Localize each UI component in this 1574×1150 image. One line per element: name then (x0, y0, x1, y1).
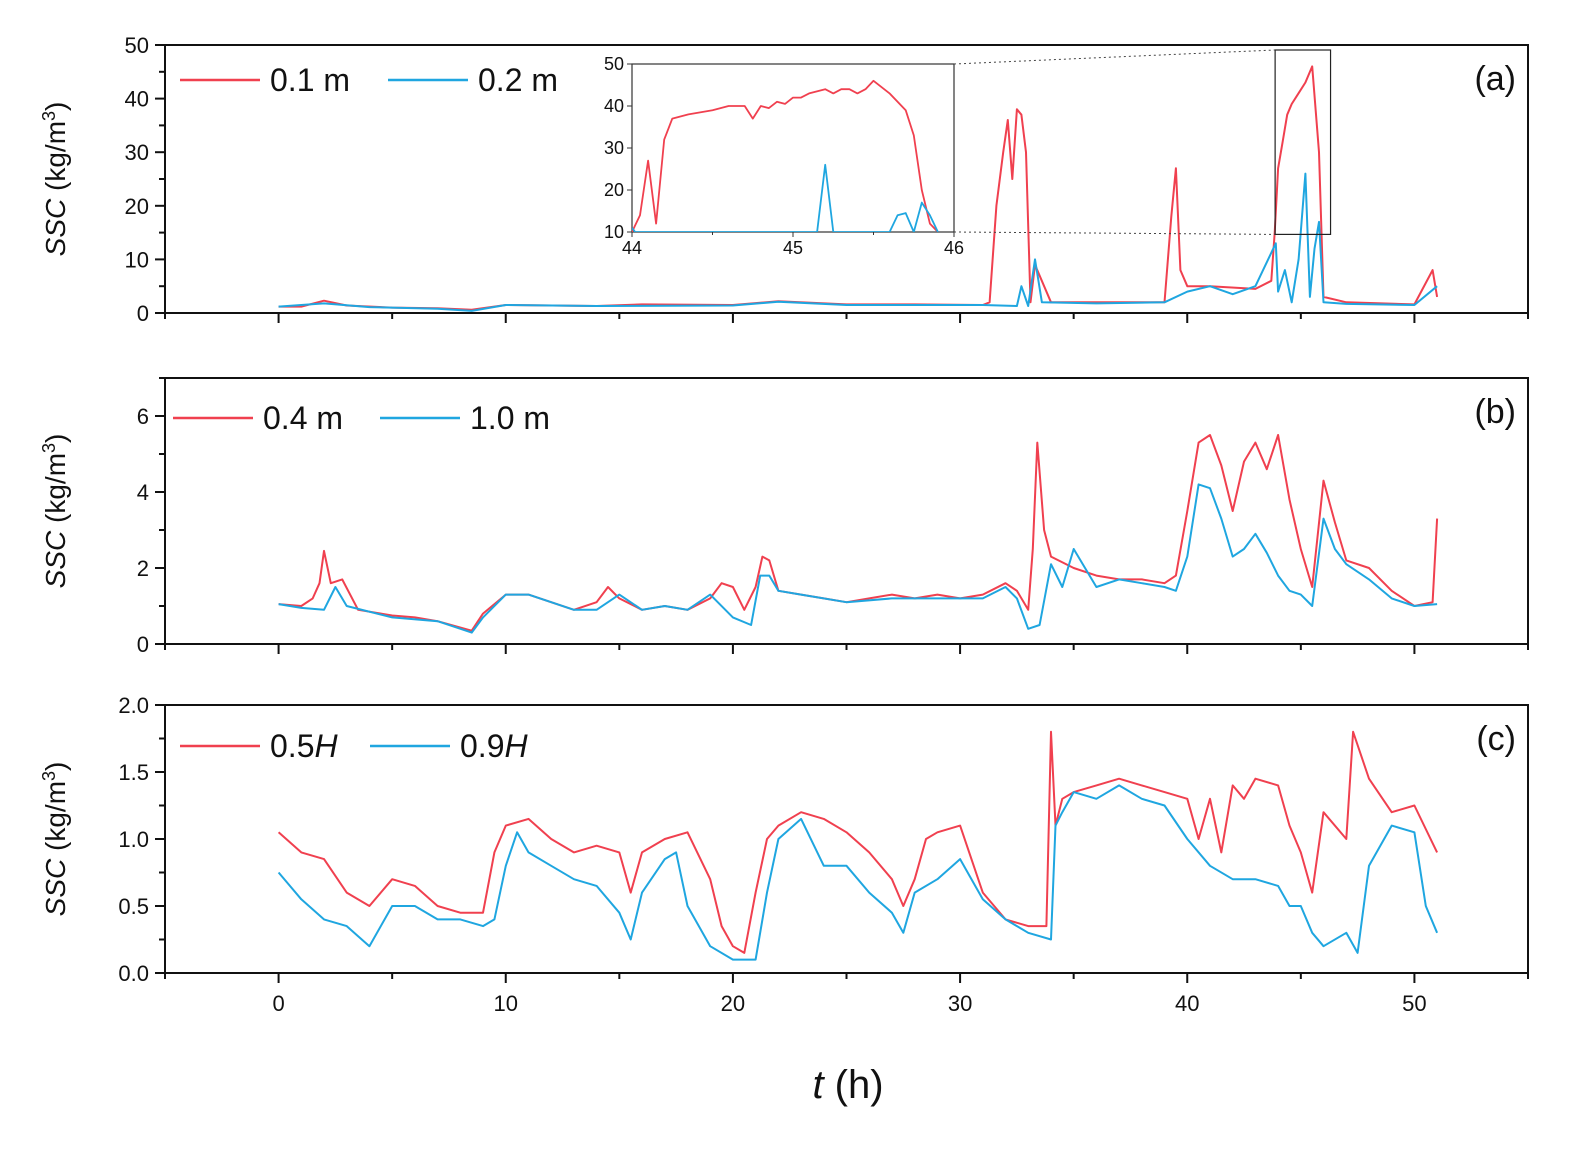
y-axis-label-exp: 3 (39, 111, 59, 121)
y-tick-label: 0 (137, 301, 149, 326)
legend-label-var: H (314, 728, 338, 764)
zoom-box (1274, 49, 1332, 235)
x-axis-label: t (h) (812, 1063, 883, 1107)
y-axis-label: SSC (kg/m3) (39, 434, 71, 589)
y-tick-label: 2 (137, 556, 149, 581)
plot-frame (164, 377, 1529, 645)
series-line-2 (278, 483, 1438, 634)
y-tick-label: 1.5 (118, 760, 149, 785)
y-tick-label: 10 (125, 247, 149, 272)
y-axis-label: SSC (kg/m3) (39, 762, 71, 917)
inset-frame (631, 63, 955, 233)
panel-label: (c) (1476, 720, 1516, 758)
x-tick-label: 10 (494, 991, 518, 1016)
series-group (278, 434, 1439, 634)
inset-x-tick-label: 44 (622, 238, 642, 258)
y-axis-label-var: SSC (40, 530, 71, 588)
y-tick-label: 1.0 (118, 827, 149, 852)
panel-label: (b) (1474, 393, 1516, 431)
y-tick-label: 6 (137, 404, 149, 429)
legend-label-1: 0.1 m (270, 62, 350, 98)
panel-c: 0 10 20 30 40 50 0.0 0.5 1.0 1.5 2.0 SSC (kg/m3) (c)… (39, 693, 1529, 1016)
inset-y-tick-label: 30 (604, 138, 624, 158)
x-tick-label: 30 (948, 991, 972, 1016)
legend-label-1: 0.4 m (263, 400, 343, 436)
series-group (278, 65, 1439, 312)
y-axis-label-close: ) (40, 762, 71, 771)
series-group (277, 730, 1439, 961)
x-tick-label: 0 (272, 991, 284, 1016)
zoom-connector-bottom (953, 231, 1276, 235)
inset-series-line-1 (632, 79, 939, 232)
legend-label-num: 0.9 (460, 728, 504, 764)
y-tick-label: 50 (125, 33, 149, 58)
y-tick-label: 0 (137, 632, 149, 657)
legend-label-var: H (504, 728, 528, 764)
y-tick-label: 20 (125, 194, 149, 219)
y-tick-label: 40 (125, 87, 149, 112)
panel-label: (a) (1474, 60, 1516, 98)
y-tick-label: 0.5 (118, 894, 149, 919)
legend-label-2: 0.9H (460, 728, 528, 764)
y-axis-label-unit: (kg/m (40, 121, 71, 199)
y-axis-label-close: ) (40, 102, 71, 111)
inset-y-tick-label: 10 (604, 222, 624, 242)
inset-y-tick-label: 50 (604, 54, 624, 74)
inset-x-tick-label: 45 (783, 238, 803, 258)
y-axis-label-var: SSC (40, 858, 71, 916)
y-axis-label-unit: (kg/m (40, 781, 71, 859)
legend-label-2: 1.0 m (470, 400, 550, 436)
x-tick-label: 50 (1402, 991, 1426, 1016)
series-line-1 (277, 730, 1439, 954)
series-line-2 (278, 172, 1438, 312)
inset-series-line-2 (632, 163, 939, 232)
y-tick-label: 0.0 (118, 961, 149, 986)
y-axis-label-var: SSC (40, 198, 71, 256)
y-axis-label-exp: 3 (39, 443, 59, 453)
series-line-2 (277, 784, 1439, 961)
zoom-connector-top (953, 49, 1276, 65)
inset-y-tick-label: 20 (604, 180, 624, 200)
legend-label-num: 0.5 (270, 728, 314, 764)
inset-x-tick-label: 46 (944, 238, 964, 258)
inset: 44 45 46 10 20 30 40 50 (604, 54, 964, 258)
y-tick-label: 4 (137, 480, 149, 505)
y-tick-label: 2.0 (118, 693, 149, 718)
y-axis-label-exp: 3 (39, 771, 59, 781)
legend-label-1: 0.5H (270, 728, 338, 764)
panel-b: 0 2 4 6 SSC (kg/m3) (b) 0.4 m 1.0 m (39, 377, 1529, 657)
y-axis-label-close: ) (40, 434, 71, 443)
plot-frame (164, 704, 1529, 974)
y-tick-label: 30 (125, 140, 149, 165)
y-axis-label: SSC (kg/m3) (39, 102, 71, 257)
inset-series (632, 79, 939, 232)
y-axis-label-unit: (kg/m (40, 453, 71, 531)
x-tick-label: 20 (721, 991, 745, 1016)
legend-label-2: 0.2 m (478, 62, 558, 98)
x-axis-label-var: t (812, 1063, 825, 1107)
x-tick-label: 40 (1175, 991, 1199, 1016)
inset-y-tick-label: 40 (604, 96, 624, 116)
x-axis-label-unit: (h) (824, 1063, 884, 1107)
